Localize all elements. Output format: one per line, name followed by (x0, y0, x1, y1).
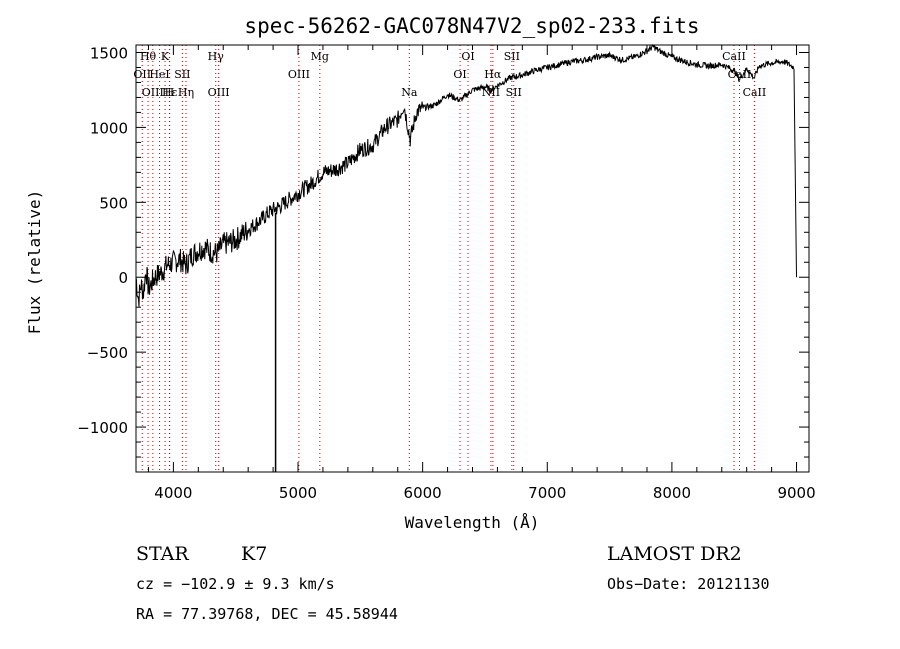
line-label: Hε (162, 86, 178, 99)
x-tick-label: 8000 (653, 484, 691, 502)
line-label: Hθ (140, 50, 157, 63)
x-tick-label: 7000 (528, 484, 566, 502)
plot-frame (135, 44, 810, 473)
line-label: HeI (149, 68, 169, 81)
line-label: SII (504, 50, 520, 63)
line-label: SII (506, 86, 522, 99)
y-tick-label: 500 (99, 194, 128, 212)
x-tick-label: 4000 (154, 484, 192, 502)
line-label: Hα (484, 68, 502, 81)
line-label: Mg (311, 50, 329, 63)
flux-series (135, 44, 797, 472)
line-label: CaII (722, 50, 746, 63)
line-label: OI (461, 50, 474, 63)
line-label: Hγ (208, 50, 225, 63)
line-label: OI (453, 68, 466, 81)
line-label: Na (401, 86, 418, 99)
obs-date-line: Obs−Date: 20121130 (607, 575, 770, 593)
y-tick-label: −500 (87, 344, 128, 362)
survey-label: LAMOST DR2 (607, 543, 742, 565)
y-tick-label: 1000 (90, 119, 128, 137)
line-label: OIII (288, 68, 310, 81)
line-label: OIII (142, 86, 164, 99)
y-tick-label: −1000 (77, 419, 128, 437)
line-label: H (165, 86, 175, 99)
chart-title: spec-56262-GAC078N47V2_sp02-233.fits (244, 14, 699, 38)
line-label: CaII (743, 86, 767, 99)
spectral-line-markers: OIIHθOIIIHeIKHεHSIIHηHγOIIIOIIIMgNaOIOIN… (133, 45, 766, 472)
x-axis-label: Wavelength (Å) (405, 513, 540, 532)
subclass-label: K7 (241, 543, 267, 565)
line-label: Hη (178, 86, 194, 99)
y-tick-label: 1500 (90, 44, 128, 62)
flux-line (135, 44, 797, 307)
line-label: K (161, 50, 170, 63)
x-tick-label: 9000 (777, 484, 815, 502)
axis-ticks: 4000 5000 6000 7000 8000 9000 −1000 −500 0 500 100… (77, 44, 815, 502)
x-tick-label: 6000 (404, 484, 442, 502)
y-axis-label: Flux (relative) (25, 190, 44, 335)
line-label: OII (133, 68, 151, 81)
line-label: SII (174, 68, 190, 81)
y-tick-label: 0 (118, 269, 128, 287)
class-label: STAR (136, 543, 189, 565)
cz-line: cz = −102.9 ± 9.3 km/s (136, 575, 335, 593)
radec-line: RA = 77.39768, DEC = 45.58944 (136, 605, 398, 623)
x-tick-label: 5000 (279, 484, 317, 502)
line-label: OIII (208, 86, 230, 99)
